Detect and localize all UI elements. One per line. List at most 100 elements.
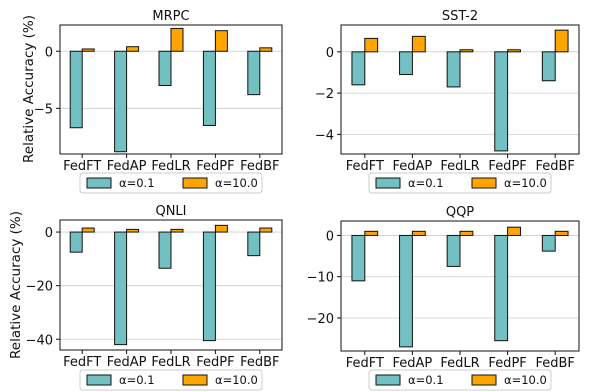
x-tick-label: FedPF [488, 159, 526, 174]
bar-alpha-10-0-fedap [411, 35, 426, 53]
x-tick-label: FedFT [63, 355, 101, 370]
x-tick-label: FedAP [393, 356, 433, 371]
legend-label: α=0.1 [119, 176, 155, 190]
bar-alpha-0-1-fedbf [247, 231, 261, 257]
bar-alpha-10-0-fedbf [554, 230, 569, 236]
x-tick-label: FedBF [535, 356, 574, 371]
legend-box [79, 172, 263, 194]
bar-alpha-10-0-fedlr [170, 228, 184, 233]
x-tick-label: FedPF [488, 356, 526, 371]
legend-label: α=10.0 [215, 176, 258, 190]
x-tick-label: FedLR [151, 355, 190, 370]
bar-alpha-0-1-fedap [399, 51, 413, 76]
bar-alpha-0-1-fedbf [247, 50, 261, 96]
bar-alpha-0-1-fedap [114, 231, 128, 346]
bar-alpha-10-0-fedft [364, 230, 379, 236]
y-tick-label: 0 [45, 226, 53, 241]
x-tick-label: FedPF [196, 159, 234, 174]
bar-alpha-0-1-fedft [351, 234, 366, 282]
bar-alpha-0-1-fedap [399, 234, 413, 348]
chart-title: QQP [446, 205, 474, 220]
bar-alpha-10-0-fedbf [259, 227, 273, 233]
legend-box [368, 369, 552, 391]
chart-title: SST-2 [442, 9, 478, 24]
x-tick-label: FedAP [107, 159, 147, 174]
bar-alpha-10-0-fedlr [459, 49, 474, 53]
bar-alpha-10-0-fedbf [554, 29, 569, 53]
y-tick-label: −40 [26, 333, 53, 348]
y-tick-label: −4 [315, 128, 334, 143]
chart-title: QNLI [155, 204, 186, 219]
legend-swatch [375, 374, 401, 386]
x-tick-label: FedFT [63, 159, 101, 174]
bar-alpha-0-1-fedlr [446, 234, 461, 267]
x-tick-label: FedBF [535, 159, 574, 174]
x-tick-label: FedLR [440, 159, 479, 174]
x-tick-label: FedAP [107, 355, 147, 370]
chart-panel-mrpc: MRPC −5 0 FedFT FedAP FedLR FedPF FedBF α=0.1 α=1… [34, 9, 283, 194]
legend-swatch [86, 374, 112, 386]
legend: α=0.1 α=10.0 [368, 369, 552, 391]
bar-alpha-10-0-fedpf [214, 30, 228, 52]
bar-alpha-0-1-fedlr [158, 231, 172, 269]
y-tick-label: −20 [26, 280, 53, 295]
bar-alpha-10-0-fedap [126, 46, 140, 52]
legend-swatch [471, 177, 497, 189]
legend: α=0.1 α=10.0 [368, 172, 552, 194]
legend-box [368, 172, 552, 194]
bar-alpha-0-1-fedlr [158, 50, 172, 87]
legend-label: α=0.1 [408, 373, 444, 387]
x-tick-label: FedLR [151, 159, 190, 174]
y-axis-label: Relative Accuracy (%) [21, 15, 37, 163]
y-axis-label: Relative Accuracy (%) [8, 211, 24, 359]
legend: α=0.1 α=10.0 [79, 369, 263, 391]
y-tick-label: 0 [326, 46, 334, 61]
bar-alpha-10-0-fedap [411, 230, 426, 236]
legend-swatch [471, 374, 497, 386]
x-tick-label: FedAP [393, 159, 433, 174]
bar-alpha-0-1-fedft [69, 231, 83, 253]
chart-panel-sst-2: SST-2 −4 −2 0 FedFT FedAP FedLR FedPF FedBFα=0.1… [315, 9, 580, 194]
bar-alpha-0-1-fedpf [202, 231, 216, 342]
x-tick-label: FedFT [346, 356, 384, 371]
y-tick-label: 0 [45, 45, 53, 60]
legend-box [79, 369, 263, 391]
bar-alpha-0-1-fedlr [446, 51, 461, 88]
bar-alpha-0-1-fedpf [494, 51, 509, 152]
bar-alpha-0-1-fedft [351, 51, 366, 86]
bar-alpha-10-0-fedpf [507, 49, 521, 53]
y-tick-label: −5 [34, 102, 53, 117]
bar-alpha-0-1-fedpf [494, 234, 509, 342]
legend-label: α=10.0 [504, 176, 547, 190]
legend-swatch [182, 374, 208, 386]
bar-alpha-10-0-fedlr [459, 230, 474, 236]
x-tick-label: FedPF [196, 355, 234, 370]
legend: α=0.1 α=10.0 [79, 172, 263, 194]
bar-alpha-0-1-fedpf [202, 50, 216, 126]
bar-alpha-10-0-fedft [81, 227, 95, 233]
bar-alpha-10-0-fedft [364, 37, 379, 53]
bar-alpha-10-0-fedpf [507, 226, 521, 236]
bar-alpha-10-0-fedlr [170, 27, 184, 52]
bar-alpha-10-0-fedap [126, 228, 140, 233]
bar-alpha-0-1-fedbf [541, 234, 556, 252]
x-tick-label: FedLR [440, 356, 479, 371]
bar-alpha-10-0-fedft [81, 48, 95, 52]
legend-label: α=10.0 [215, 373, 258, 387]
legend-swatch [86, 177, 112, 189]
x-tick-label: FedFT [346, 159, 384, 174]
legend-label: α=0.1 [119, 373, 155, 387]
legend-label: α=10.0 [504, 373, 547, 387]
bar-alpha-0-1-fedbf [541, 51, 556, 82]
y-tick-label: −10 [307, 271, 334, 286]
legend-swatch [182, 177, 208, 189]
legend-swatch [375, 177, 401, 189]
chart-title: MRPC [152, 9, 189, 24]
y-tick-label: −20 [307, 312, 334, 327]
x-tick-label: FedBF [240, 159, 279, 174]
y-tick-label: −2 [315, 87, 334, 102]
x-tick-label: FedBF [240, 355, 279, 370]
bar-alpha-10-0-fedpf [214, 224, 228, 233]
